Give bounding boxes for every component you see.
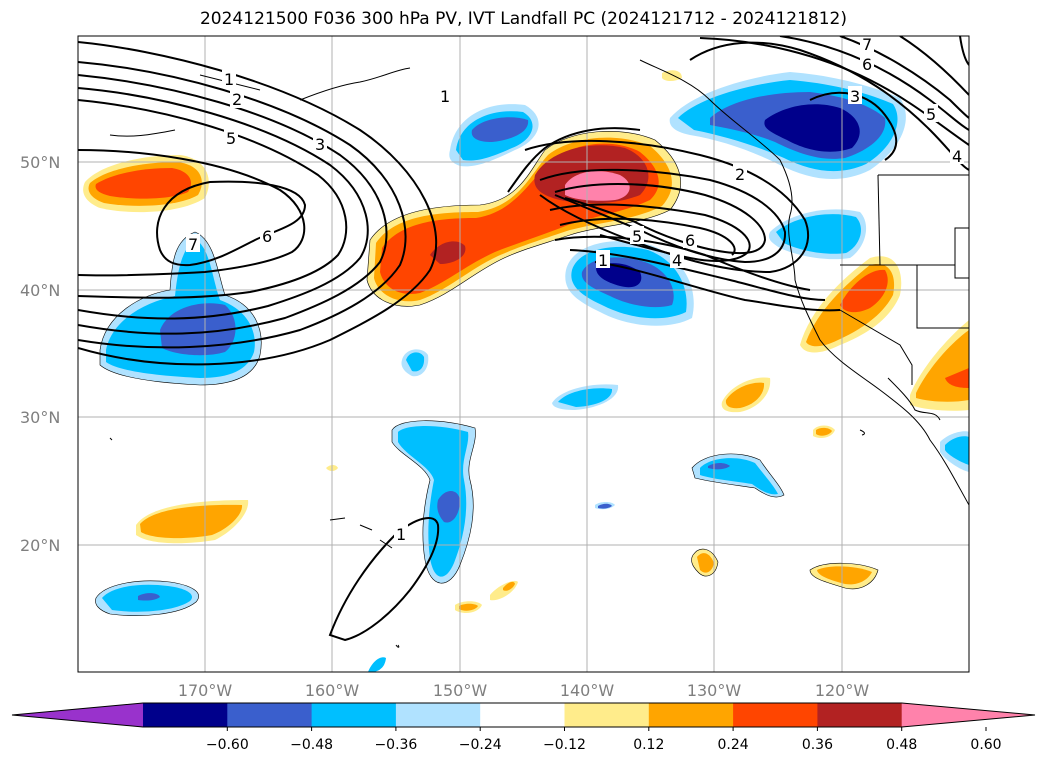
contour-label: 1 xyxy=(440,87,450,106)
colorbar-segment xyxy=(311,703,397,727)
contour-label: 1 xyxy=(224,70,234,89)
colorbar-tick-label: 0.48 xyxy=(886,737,917,753)
contour-label: 1 xyxy=(598,251,608,270)
colorbar-tick-label: 0.60 xyxy=(970,737,1001,753)
colorbar-segment xyxy=(564,703,650,727)
shading-outlines xyxy=(95,131,879,616)
contour-label: 7 xyxy=(862,35,872,54)
lon-label: 130°W xyxy=(687,681,742,700)
contour-label: 5 xyxy=(226,129,236,148)
contour-label: 1 xyxy=(396,525,406,544)
contour-label: 3 xyxy=(850,87,860,106)
contour-label: 6 xyxy=(862,55,872,74)
colorbar: −0.60 −0.48 −0.36 −0.24 −0.12 0.12 0.24 0.36 0.4… xyxy=(11,702,1036,753)
lon-label: 170°W xyxy=(178,681,233,700)
contour-label: 6 xyxy=(685,231,695,250)
contour-label: 3 xyxy=(315,135,325,154)
latitude-axis: 50°N 40°N 30°N 20°N xyxy=(20,153,60,555)
contour-label: 4 xyxy=(672,251,682,270)
longitude-axis: 170°W 160°W 150°W 140°W 130°W 120°W xyxy=(178,681,870,700)
contour-label-group: 1 2 3 5 6 7 1 2 4 5 6 1 7 6 xyxy=(186,35,964,544)
colorbar-segment xyxy=(733,703,818,727)
colorbar-tick-label: 0.36 xyxy=(802,737,833,753)
map-frame xyxy=(77,35,970,673)
contour-label: 6 xyxy=(262,227,272,246)
lon-label: 140°W xyxy=(560,681,615,700)
lat-label: 20°N xyxy=(20,536,60,555)
colorbar-segment xyxy=(227,703,313,727)
map-area: 1 2 3 5 6 7 1 2 4 5 6 1 7 6 xyxy=(78,35,969,672)
lat-label: 40°N xyxy=(20,281,60,300)
colorbar-outline xyxy=(11,702,1036,728)
colorbar-tick-label: 0.24 xyxy=(718,737,749,753)
lon-label: 150°W xyxy=(433,681,488,700)
lat-label: 50°N xyxy=(20,153,60,172)
contour-label: 5 xyxy=(926,105,936,124)
colorbar-segment xyxy=(648,703,734,727)
lon-label: 160°W xyxy=(305,681,360,700)
contour-label: 4 xyxy=(952,147,962,166)
colorbar-extend-high xyxy=(901,703,1035,727)
colorbar-tick-label: −0.48 xyxy=(290,737,333,753)
lat-label: 30°N xyxy=(20,408,60,427)
colorbar-segment xyxy=(143,703,228,727)
map-title: 2024121500 F036 300 hPa PV, IVT Landfall… xyxy=(199,9,847,29)
lon-label: 120°W xyxy=(815,681,870,700)
contour-label: 2 xyxy=(232,90,242,109)
contour-label: 7 xyxy=(188,235,198,254)
colorbar-segment xyxy=(817,703,903,727)
colorbar-segment xyxy=(395,703,481,727)
colorbar-tick-label: −0.24 xyxy=(459,737,502,753)
colorbar-tick-label: −0.12 xyxy=(543,737,586,753)
colorbar-segment xyxy=(480,703,565,727)
graticule xyxy=(78,36,969,672)
colorbar-extend-low xyxy=(12,703,143,727)
contour-label: 2 xyxy=(735,165,745,184)
pv-anomaly-shading xyxy=(83,70,969,672)
colorbar-tick-label: −0.36 xyxy=(374,737,417,753)
colorbar-tick-label: −0.60 xyxy=(206,737,249,753)
colorbar-tick-label: 0.12 xyxy=(633,737,664,753)
contour-label: 5 xyxy=(632,227,642,246)
